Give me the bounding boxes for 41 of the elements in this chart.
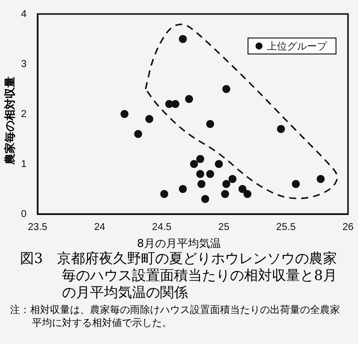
point — [178, 185, 187, 193]
point — [120, 110, 128, 118]
point — [134, 130, 142, 138]
point — [190, 160, 198, 168]
point — [243, 190, 252, 198]
y-tick-label: 0 — [21, 208, 27, 220]
point — [292, 180, 300, 188]
y-tick-label: 4 — [21, 8, 27, 20]
x-tick-label: 25.5 — [276, 222, 296, 233]
y-tick-label: 3 — [21, 58, 27, 70]
point — [178, 35, 187, 43]
point — [160, 190, 168, 198]
x-tick-label: 24 — [94, 222, 106, 233]
point — [238, 185, 246, 193]
text: 図3 京都府夜久野町の夏どりホウレンソウの農家毎のハウス設置面積当たりの相対収量と8月の月平均気温の関係 — [19, 250, 338, 302]
point — [171, 100, 180, 108]
point — [196, 170, 204, 178]
y-tick-label: 2 — [21, 108, 27, 120]
point — [206, 170, 214, 178]
point — [221, 190, 230, 198]
legend-label: 上位グループ — [267, 40, 328, 53]
x-tick-label: 24.5 — [152, 222, 172, 233]
y-axis-title: 農家毎の相対収量 — [2, 76, 18, 164]
x-tick-label: 26 — [342, 222, 354, 233]
point — [222, 180, 230, 188]
point — [196, 155, 204, 163]
x-axis-title: 8月の月平均気温 — [136, 236, 222, 251]
point — [276, 125, 285, 133]
point — [228, 175, 237, 183]
point — [185, 95, 194, 103]
x-tick-label: 23.5 — [28, 222, 48, 233]
point — [201, 195, 210, 203]
point — [206, 120, 214, 128]
point — [222, 85, 230, 93]
y-tick-label: 1 — [21, 158, 27, 170]
point — [145, 115, 154, 123]
point — [316, 175, 325, 183]
point — [214, 160, 223, 168]
point — [197, 180, 206, 188]
text: 注：相対収量は、農家毎の雨除けハウス設置面積当たりの出荷量の全農家平均に対する相対値で示した。 — [9, 304, 341, 330]
x-tick-label: 25 — [218, 222, 230, 233]
